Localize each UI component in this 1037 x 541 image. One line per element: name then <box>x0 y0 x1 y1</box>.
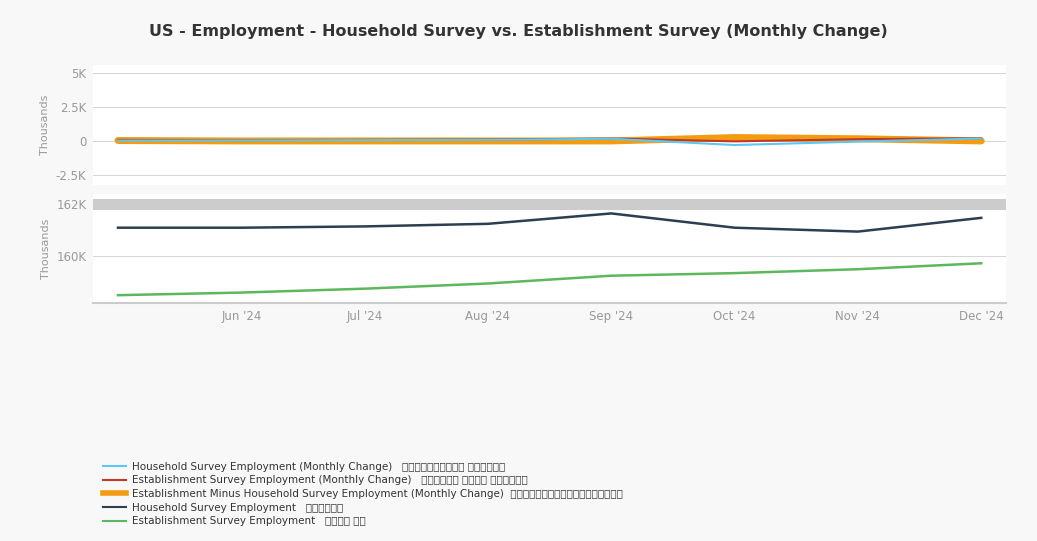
Legend: Household Survey Employment (Monthly Change)   住户统计调查就业人数 （按月变动）, Establishment : Household Survey Employment (Monthly Cha… <box>99 458 627 530</box>
Text: US - Employment - Household Survey vs. Establishment Survey (Monthly Change): US - Employment - Household Survey vs. E… <box>149 24 888 39</box>
Y-axis label: Thousands: Thousands <box>40 95 50 155</box>
Y-axis label: Thousands: Thousands <box>40 218 51 279</box>
